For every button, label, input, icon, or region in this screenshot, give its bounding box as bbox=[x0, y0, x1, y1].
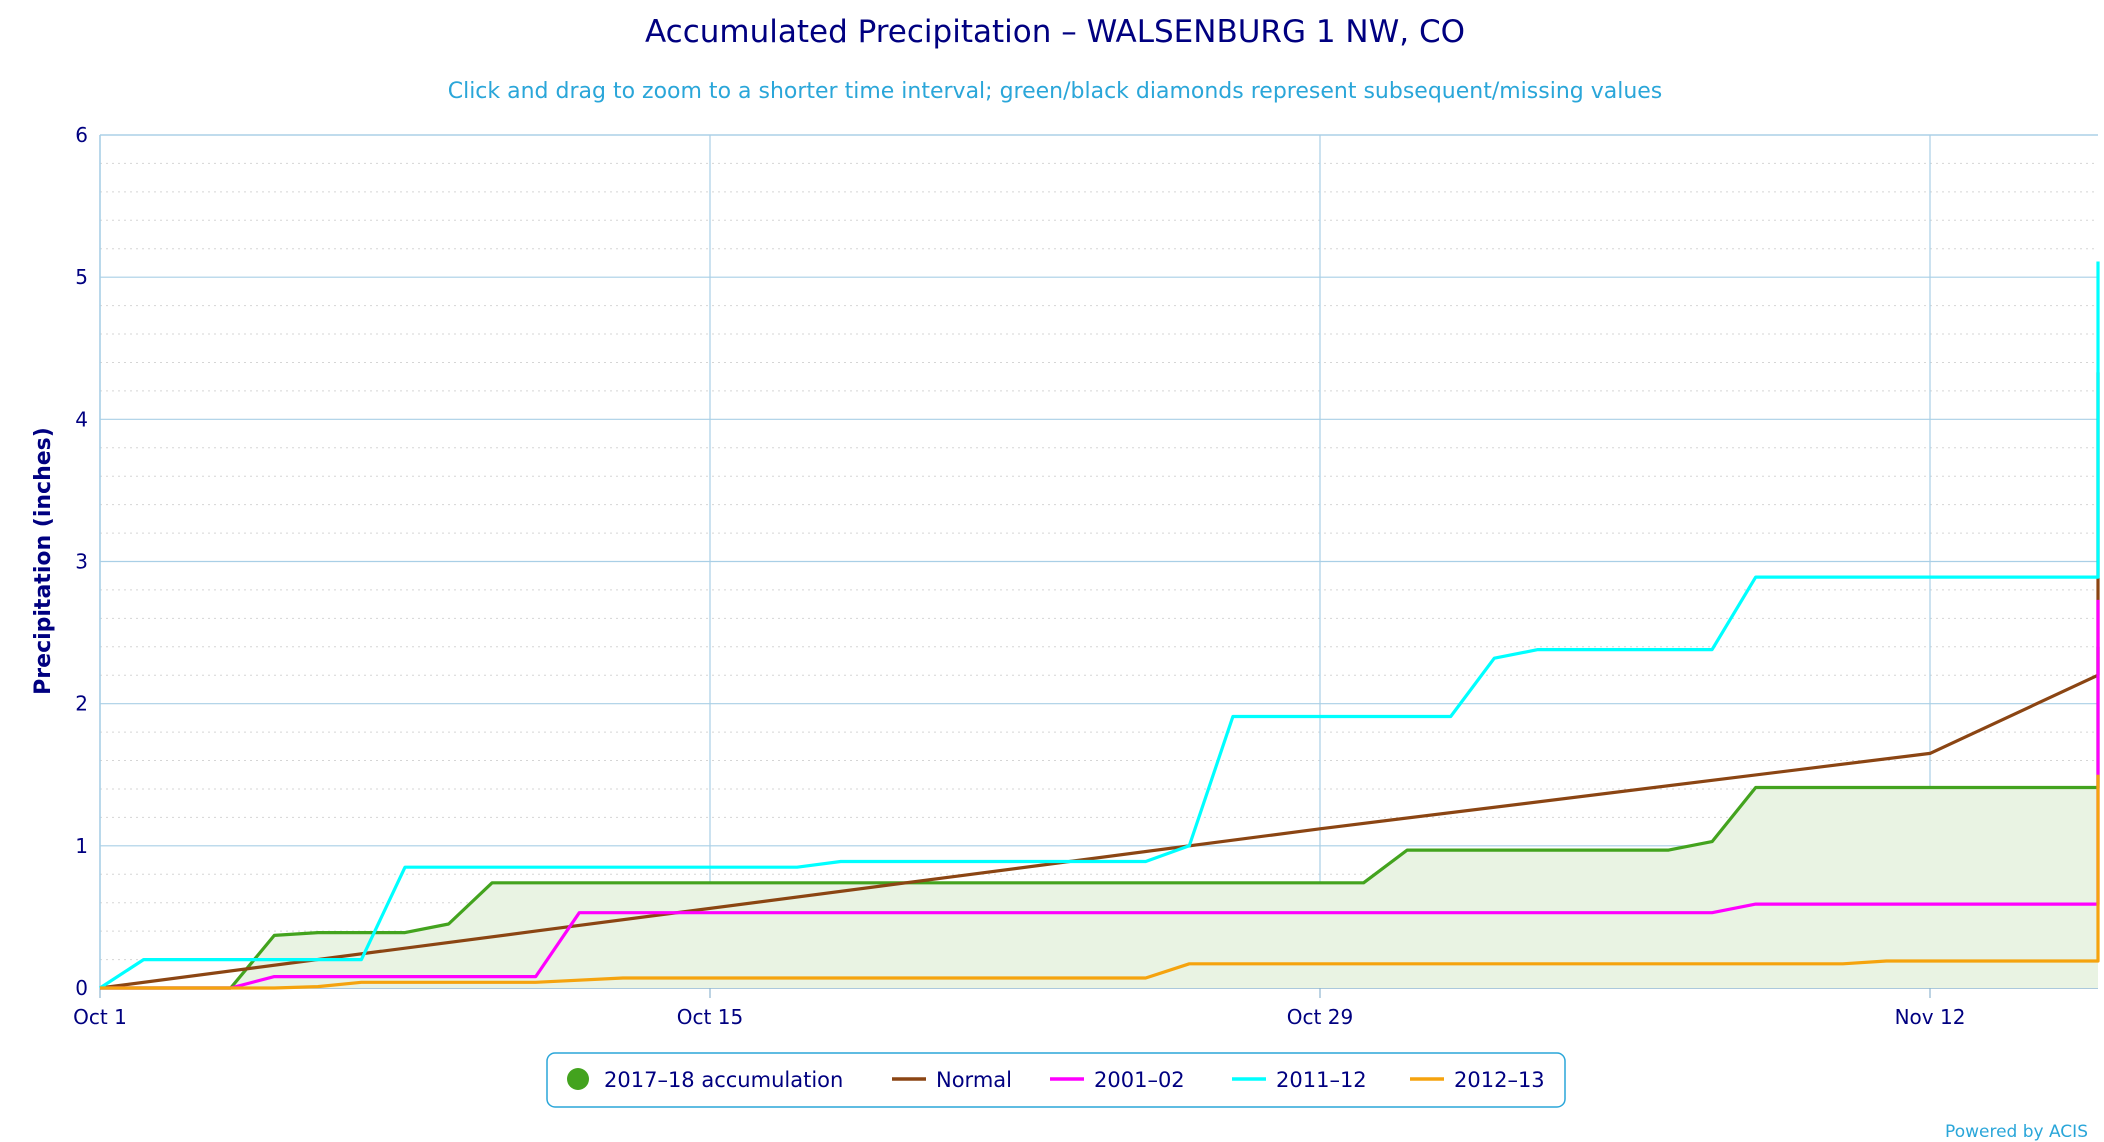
legend-label: 2017–18 accumulation bbox=[604, 1068, 843, 1092]
legend[interactable]: 2017–18 accumulation Normal 2001–02 2011–12… bbox=[546, 1052, 1566, 1108]
x-tick-label: Oct 29 bbox=[1287, 1005, 1353, 1029]
legend-item[interactable]: 2001–02 bbox=[1050, 1068, 1185, 1092]
series-line-2012-13[interactable] bbox=[100, 774, 2100, 990]
legend-label: 2001–02 bbox=[1094, 1068, 1185, 1092]
series-layer[interactable] bbox=[99, 261, 2100, 990]
series-line-2011-12[interactable] bbox=[99, 261, 2100, 990]
legend-item[interactable]: 2011–12 bbox=[1232, 1068, 1367, 1092]
legend-item[interactable]: Normal bbox=[892, 1068, 1012, 1092]
chart-subtitle: Click and drag to zoom to a shorter time… bbox=[448, 79, 1663, 104]
legend-item[interactable]: 2017–18 accumulation bbox=[567, 1068, 843, 1092]
grid-layer bbox=[99, 134, 2098, 988]
series-area-2017-18 bbox=[100, 646, 2098, 988]
y-tick-label: 2 bbox=[75, 692, 88, 716]
y-tick-label: 1 bbox=[75, 834, 88, 858]
x-tick-label: Oct 1 bbox=[73, 1005, 127, 1029]
x-tick-label: Oct 15 bbox=[677, 1005, 743, 1029]
legend-symbol bbox=[567, 1068, 589, 1090]
y-tick-label: 3 bbox=[75, 550, 88, 574]
y-axis-title: Precipitation (inches) bbox=[31, 427, 56, 695]
y-tick-label: 0 bbox=[75, 976, 88, 1000]
legend-label: Normal bbox=[936, 1068, 1012, 1092]
y-tick-label: 4 bbox=[75, 407, 88, 431]
chart-title: Accumulated Precipitation – WALSENBURG 1… bbox=[645, 14, 1465, 50]
legend-item[interactable]: 2012–13 bbox=[1410, 1068, 1545, 1092]
y-tick-label: 5 bbox=[75, 265, 88, 289]
legend-label: 2012–13 bbox=[1454, 1068, 1545, 1092]
y-tick-label: 6 bbox=[75, 123, 88, 147]
credits-link[interactable]: Powered by ACIS bbox=[1945, 1122, 2088, 1142]
x-tick-label: Nov 12 bbox=[1895, 1005, 1966, 1029]
legend-label: 2011–12 bbox=[1276, 1068, 1367, 1092]
